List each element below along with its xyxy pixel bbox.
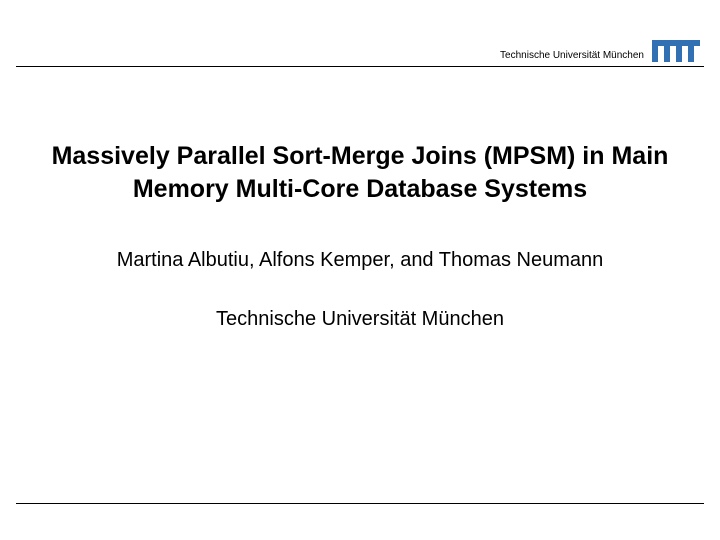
header-rule — [16, 66, 704, 67]
slide-content: Massively Parallel Sort-Merge Joins (MPS… — [40, 140, 680, 331]
slide-affiliation: Technische Universität München — [40, 308, 680, 331]
slide-title: Massively Parallel Sort-Merge Joins (MPS… — [40, 140, 680, 205]
footer-rule — [16, 503, 704, 504]
slide: Technische Universität München Massively… — [0, 0, 720, 540]
slide-header: Technische Universität München — [0, 28, 720, 68]
tum-logo-icon — [650, 38, 702, 66]
slide-authors: Martina Albutiu, Alfons Kemper, and Thom… — [40, 249, 680, 272]
header-institution: Technische Universität München — [500, 50, 644, 61]
